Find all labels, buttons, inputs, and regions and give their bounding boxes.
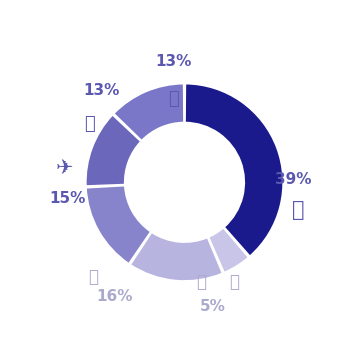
Text: 🚚: 🚚 (168, 90, 179, 108)
Wedge shape (86, 186, 151, 264)
Text: 5%: 5% (199, 299, 225, 313)
Wedge shape (208, 228, 248, 273)
Text: ✈: ✈ (56, 158, 74, 178)
Wedge shape (86, 115, 141, 186)
Text: 🚌: 🚌 (230, 273, 239, 291)
Text: 39%: 39% (275, 172, 311, 187)
Text: 15%: 15% (50, 191, 86, 206)
Text: 16%: 16% (97, 289, 133, 304)
Text: 🚗: 🚗 (292, 200, 305, 220)
Wedge shape (114, 84, 184, 141)
Text: 13%: 13% (83, 83, 119, 98)
Text: 13%: 13% (155, 54, 192, 69)
Text: 🚆: 🚆 (196, 273, 206, 291)
Wedge shape (130, 232, 222, 281)
Text: 🚐: 🚐 (85, 115, 95, 133)
Text: 🚢: 🚢 (88, 268, 98, 286)
Wedge shape (185, 84, 283, 256)
